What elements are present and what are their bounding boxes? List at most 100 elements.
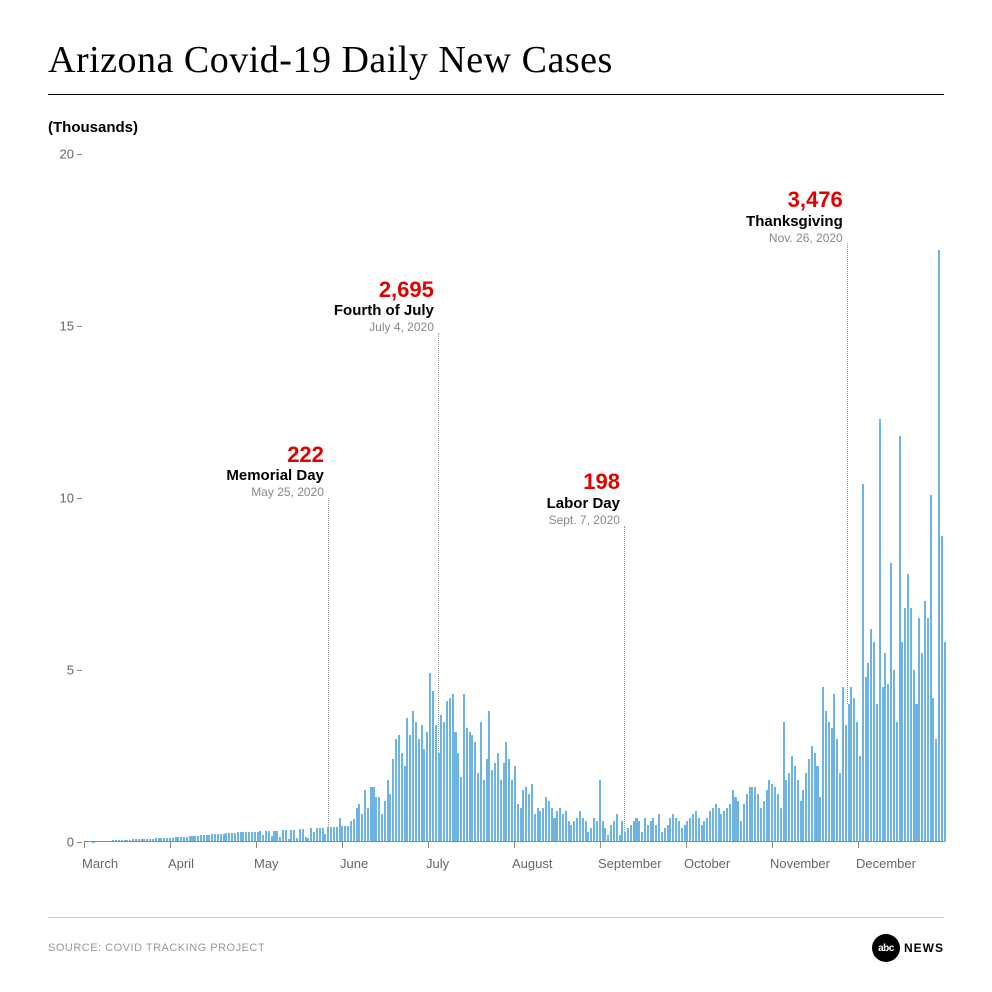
x-tick-label: December [856,856,916,871]
bar [862,484,864,842]
bar [401,753,403,842]
x-tick-mark [428,842,429,848]
y-tick-label: 0 [67,835,74,850]
bar [757,794,759,842]
bar [766,790,768,842]
bar [412,711,414,842]
bar [794,766,796,842]
annotation-value: 222 [226,443,324,467]
bar [873,642,875,842]
bar [392,759,394,842]
bar [460,777,462,842]
bar [701,825,703,842]
y-axis: 05101520 [48,154,82,842]
bar [582,818,584,842]
x-tick-mark [256,842,257,848]
bar [712,808,714,842]
bar [887,684,889,842]
bar [486,759,488,842]
bar [463,694,465,842]
bar [836,739,838,842]
bar [816,766,818,842]
y-tick-mark [77,498,82,499]
bar [452,694,454,842]
x-axis: MarchAprilMayJuneJulyAugustSeptemberOcto… [84,842,944,882]
annotation: 3,476ThanksgivingNov. 26, 2020 [746,188,847,245]
bar [381,814,383,842]
bar [800,801,802,842]
bar [740,821,742,842]
bar [848,704,850,842]
x-tick-mark [342,842,343,848]
bar [596,821,598,842]
x-tick-mark [686,842,687,848]
y-tick-mark [77,154,82,155]
bar [907,574,909,842]
bar [689,818,691,842]
annotation-label: Fourth of July [334,302,434,320]
x-tick-mark [600,842,601,848]
bar [686,821,688,842]
bar [469,732,471,842]
network-logo: abc NEWS [872,934,944,962]
bar [675,818,677,842]
plot-area: 222Memorial DayMay 25, 20202,695Fourth o… [84,154,944,842]
x-tick-label: September [598,856,662,871]
bar [783,722,785,842]
y-tick-mark [77,670,82,671]
bar [698,818,700,842]
bar [932,698,934,842]
bar [570,825,572,842]
bar [471,735,473,842]
x-tick-mark [772,842,773,848]
bar [508,759,510,842]
bar [819,797,821,842]
bar [780,808,782,842]
annotation-line [847,243,848,704]
bar [579,811,581,842]
bar [446,701,448,842]
bar [899,436,901,842]
bar [370,787,372,842]
bar [576,818,578,842]
bar [559,808,561,842]
y-tick-label: 15 [60,319,74,334]
y-axis-unit: (Thousands) [48,119,944,136]
footer: SOURCE: COVID TRACKING PROJECT abc NEWS [48,917,944,962]
bar [638,821,640,842]
bar [497,753,499,842]
bar [647,825,649,842]
bar [483,780,485,842]
bar [737,801,739,842]
bar [703,821,705,842]
bar [658,814,660,842]
bar [398,735,400,842]
bar [924,601,926,842]
bar [802,790,804,842]
bar [944,642,946,842]
x-tick-mark [858,842,859,848]
x-tick-label: April [168,856,194,871]
annotation-label: Memorial Day [226,467,324,485]
annotation: 198Labor DaySept. 7, 2020 [547,470,624,527]
bar [406,718,408,842]
bar [845,725,847,842]
bar [500,780,502,842]
bar [350,821,352,842]
bar [480,722,482,842]
bar [652,818,654,842]
bar [839,773,841,842]
bar [913,670,915,842]
bar [729,804,731,842]
bar [910,608,912,842]
bar [426,732,428,842]
bar [672,814,674,842]
annotation-date: Nov. 26, 2020 [746,231,843,245]
bar [930,495,932,842]
bar [842,687,844,842]
bar [825,711,827,842]
bar [418,739,420,842]
bar [517,804,519,842]
bar [522,790,524,842]
bar [853,698,855,842]
